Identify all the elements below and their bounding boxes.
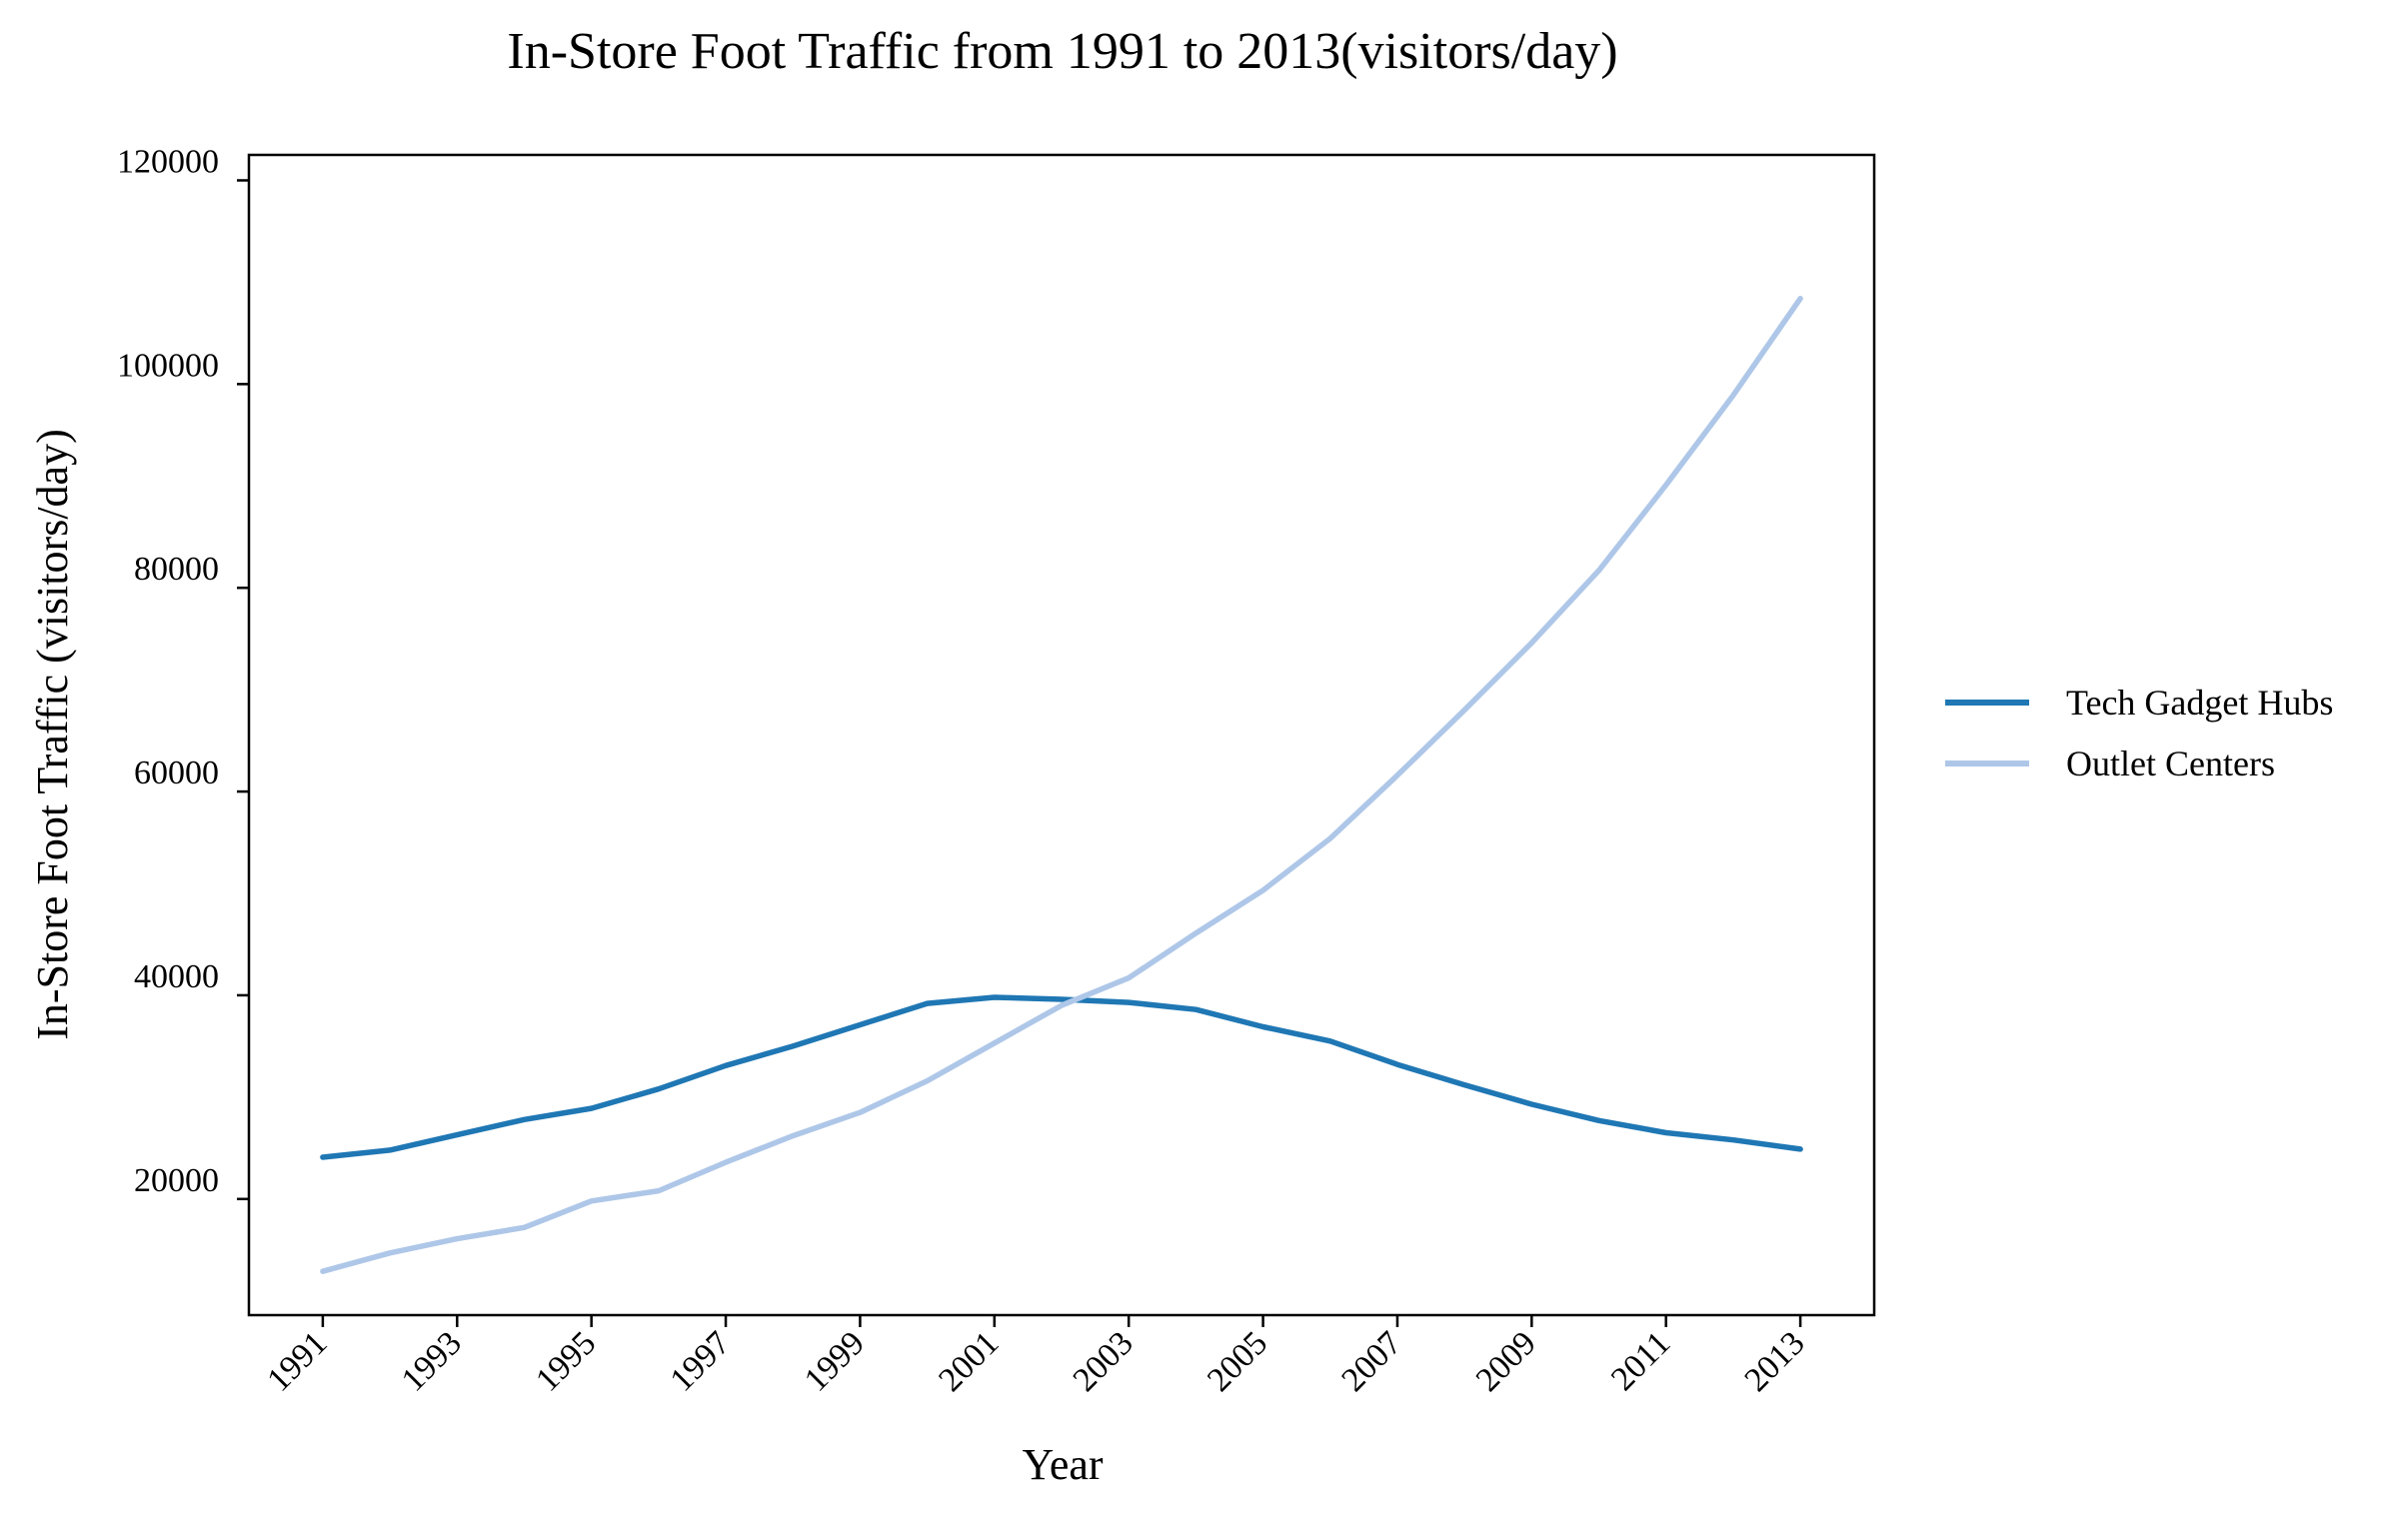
- plot-area: 1991 1993 1995 1997 1999 2001 2003 2005 2007 2009…: [117, 143, 1876, 1399]
- plot-frame: [247, 153, 1876, 1317]
- x-tick-label: 1993: [395, 1324, 469, 1398]
- x-tick-label: 2013: [1738, 1324, 1812, 1398]
- x-tick-label: 2011: [1604, 1324, 1677, 1397]
- legend: Tech Gadget Hubs Outlet Centers: [1945, 683, 2333, 783]
- series-line-2: [320, 295, 1803, 1274]
- y-tick-label: 80000: [134, 551, 219, 588]
- legend-label: Outlet Centers: [2066, 744, 2275, 783]
- y-axis-label: In-Store Foot Traffic (visitors/day): [28, 429, 77, 1040]
- series-line-1: [320, 994, 1803, 1160]
- x-tick-label: 2005: [1201, 1324, 1274, 1398]
- y-tick-label: 20000: [134, 1162, 219, 1199]
- y-tick-label: 40000: [134, 958, 219, 995]
- x-axis-label: Year: [1022, 1440, 1103, 1489]
- y-tick-label: 100000: [117, 347, 219, 384]
- y-tick-label: 60000: [134, 755, 219, 791]
- y-axis: 20000 40000 60000 80000 100000 120000: [117, 143, 249, 1201]
- legend-label: Tech Gadget Hubs: [2066, 683, 2333, 723]
- x-tick-label: 1995: [529, 1324, 603, 1398]
- x-tick-label: 1997: [663, 1324, 737, 1398]
- y-tick-label: 120000: [117, 143, 219, 180]
- x-tick-label: 2007: [1334, 1324, 1408, 1398]
- chart-title: In-Store Foot Traffic from 1991 to 2013(…: [507, 23, 1617, 80]
- x-tick-label: 2003: [1067, 1324, 1141, 1398]
- x-tick-label: 2009: [1469, 1324, 1543, 1398]
- x-tick-label: 1991: [260, 1324, 334, 1398]
- x-tick-label: 1999: [798, 1324, 872, 1398]
- x-tick-label: 2001: [932, 1324, 1006, 1398]
- x-axis: 1991 1993 1995 1997 1999 2001 2003 2005 2007 2009…: [260, 1315, 1812, 1399]
